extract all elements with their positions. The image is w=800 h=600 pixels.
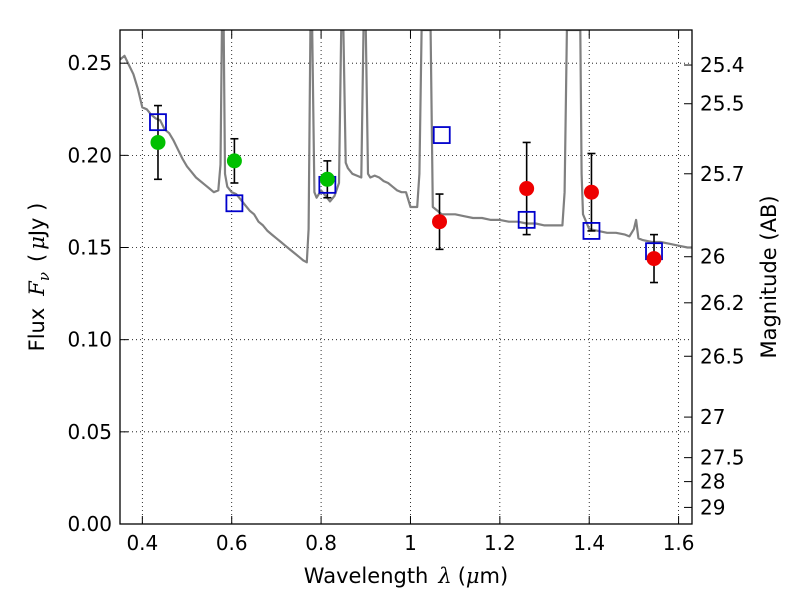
model-photometry-box	[432, 126, 451, 144]
y-tick-label: 0.20	[67, 143, 112, 167]
magnitude-tick-label: 27	[700, 405, 725, 429]
model-photometry-box	[517, 210, 536, 229]
y-tick-label: 0.15	[67, 236, 112, 260]
magnitude-tick-label: 28	[700, 470, 725, 494]
observed-point-green	[150, 134, 166, 150]
y-tick-label: 0.05	[67, 420, 112, 444]
model-spectrum-layer	[120, 30, 692, 264]
x-tick-label: 1.4	[573, 531, 605, 555]
x-tick-label: 1	[404, 531, 417, 555]
model-photometry-box	[149, 113, 167, 132]
tick-layer: 0.4 0.6 0.8 1 1.2 1.4 1.6 0.00 0.05 0.10 0.15 0.20 0…	[67, 30, 745, 555]
magnitude-tick-label: 25.4	[700, 53, 745, 77]
observed-point-red	[519, 181, 535, 197]
x-tick-label: 1.6	[663, 531, 695, 555]
x-tick-label: 0.6	[216, 531, 248, 555]
observed-point-red	[646, 251, 662, 267]
plot-frame	[119, 29, 693, 525]
magnitude-tick-label: 29	[700, 495, 725, 519]
x-tick-label: 0.4	[126, 531, 158, 555]
magnitude-tick-label: 26.2	[700, 291, 745, 315]
magnitude-tick-label: 26.5	[700, 344, 745, 368]
x-axis-label: Wavelength λ (μm)	[304, 564, 508, 588]
model-spectrum-line	[120, 30, 692, 264]
observed-point-green	[319, 171, 335, 187]
magnitude-tick-label: 25.7	[700, 162, 745, 186]
y-axis-label: FluxFν(μJy )	[25, 203, 53, 352]
y-tick-label: 0.00	[67, 512, 112, 536]
grid	[120, 30, 692, 525]
y-tick-label: 0.25	[67, 51, 112, 75]
magnitude-tick-label: 26	[700, 245, 725, 269]
model-photometry-box	[582, 222, 601, 240]
observed-point-red	[432, 214, 448, 230]
model-photometry-box	[225, 194, 244, 213]
y-tick-label: 0.10	[67, 328, 112, 352]
magnitude-tick-label: 25.5	[700, 92, 745, 116]
observed-point-red	[583, 184, 599, 200]
magnitude-tick-label: 27.5	[700, 446, 745, 470]
x-tick-label: 1.2	[484, 531, 516, 555]
observed-points-layer	[150, 134, 662, 267]
magnitude-axis-label: Magnitude (AB)	[757, 195, 781, 358]
x-tick-label: 0.8	[305, 531, 337, 555]
observed-point-green	[226, 153, 242, 169]
